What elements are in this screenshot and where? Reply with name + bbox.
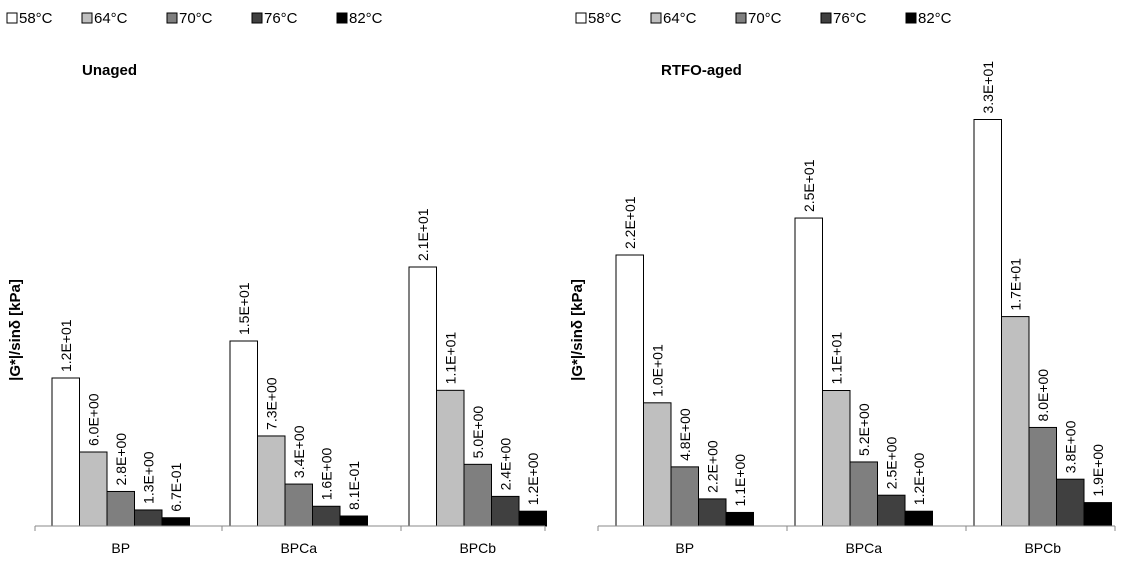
data-label: 1.1E+01	[442, 332, 458, 385]
data-label: 3.3E+01	[980, 61, 996, 114]
data-label: 1.6E+00	[318, 448, 334, 501]
x-tick-label: BPCb	[459, 540, 496, 556]
legend-swatch	[166, 12, 178, 24]
data-label: 1.1E+01	[828, 332, 844, 385]
data-label: 2.4E+00	[497, 438, 513, 491]
bar	[408, 266, 437, 527]
data-label: 1.2E+00	[911, 452, 927, 505]
bar	[725, 511, 754, 527]
bar	[794, 217, 823, 527]
data-label: 1.7E+01	[1007, 258, 1023, 311]
data-label: 2.2E+01	[622, 196, 638, 249]
legend-swatch	[735, 12, 747, 24]
data-label: 2.5E+00	[883, 436, 899, 489]
data-label: 2.1E+01	[415, 208, 431, 261]
bar	[284, 483, 313, 527]
data-label: 1.5E+01	[236, 282, 252, 335]
legend-label: 76°C	[264, 10, 298, 27]
data-label: 1.9E+00	[1090, 444, 1106, 497]
data-label: 5.0E+00	[470, 406, 486, 459]
legend-swatch	[251, 12, 263, 24]
legend-label: 70°C	[748, 10, 782, 27]
data-label: 1.1E+00	[732, 454, 748, 507]
data-label: 1.3E+00	[140, 451, 156, 504]
legend-swatch	[905, 12, 917, 24]
data-label: 1.0E+01	[649, 344, 665, 397]
x-tick-label: BP	[675, 540, 694, 556]
bar	[643, 402, 672, 527]
bar	[822, 390, 851, 527]
legend-label: 64°C	[94, 10, 128, 27]
data-label: 1.2E+00	[525, 452, 541, 505]
data-label: 2.8E+00	[113, 433, 129, 486]
legend-label: 58°C	[19, 10, 53, 27]
bar	[312, 505, 341, 527]
data-label: 6.0E+00	[85, 393, 101, 446]
bar	[1056, 478, 1085, 527]
bar	[904, 510, 933, 527]
bar	[134, 509, 163, 527]
data-label: 1.2E+01	[58, 319, 74, 372]
data-label: 3.4E+00	[291, 425, 307, 478]
x-tick-label: BP	[111, 540, 130, 556]
bar	[698, 498, 727, 527]
legend-swatch	[81, 12, 93, 24]
bar	[1001, 316, 1030, 527]
bar	[1028, 426, 1057, 527]
bar	[670, 466, 699, 527]
legend-label: 82°C	[918, 10, 952, 27]
data-label: 8.0E+00	[1035, 369, 1051, 422]
bar	[973, 119, 1002, 527]
data-label: 2.5E+01	[801, 159, 817, 212]
legend-swatch	[650, 12, 662, 24]
legend-label: 64°C	[663, 10, 697, 27]
legend-swatch	[6, 12, 18, 24]
x-tick-label: BPCa	[845, 540, 882, 556]
bar	[877, 494, 906, 527]
data-label: 4.8E+00	[677, 408, 693, 461]
y-axis-label: |G*|/sinδ [kPa]	[569, 279, 586, 381]
bar	[436, 389, 465, 527]
bar	[106, 490, 135, 527]
data-label: 8.1E-01	[346, 461, 362, 510]
chart-title: Unaged	[82, 62, 137, 79]
bar	[79, 451, 108, 527]
data-label: 2.2E+00	[704, 440, 720, 493]
legend-swatch	[575, 12, 587, 24]
bar	[491, 495, 520, 527]
bar	[463, 463, 492, 527]
data-label: 3.8E+00	[1062, 420, 1078, 473]
bar	[615, 254, 644, 527]
bar	[1083, 502, 1112, 527]
data-label: 5.2E+00	[856, 403, 872, 456]
chart-title: RTFO-aged	[661, 62, 742, 79]
bar	[161, 517, 190, 527]
bar	[339, 515, 368, 527]
data-label: 7.3E+00	[263, 377, 279, 430]
bar	[257, 435, 286, 527]
x-tick-label: BPCb	[1024, 540, 1061, 556]
bar	[229, 340, 258, 527]
bar	[849, 461, 878, 527]
legend-label: 82°C	[349, 10, 383, 27]
legend-label: 70°C	[179, 10, 213, 27]
legend-swatch	[336, 12, 348, 24]
x-tick-label: BPCa	[280, 540, 317, 556]
legend-swatch	[820, 12, 832, 24]
legend-label: 58°C	[588, 10, 622, 27]
bar	[51, 377, 80, 527]
bar	[518, 510, 547, 527]
legend-label: 76°C	[833, 10, 867, 27]
data-label: 6.7E-01	[168, 462, 184, 511]
y-axis-label: |G*|/sinδ [kPa]	[7, 279, 24, 381]
